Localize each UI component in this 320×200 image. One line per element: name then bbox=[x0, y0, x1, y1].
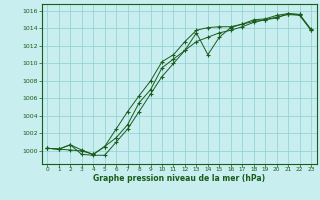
X-axis label: Graphe pression niveau de la mer (hPa): Graphe pression niveau de la mer (hPa) bbox=[93, 174, 265, 183]
